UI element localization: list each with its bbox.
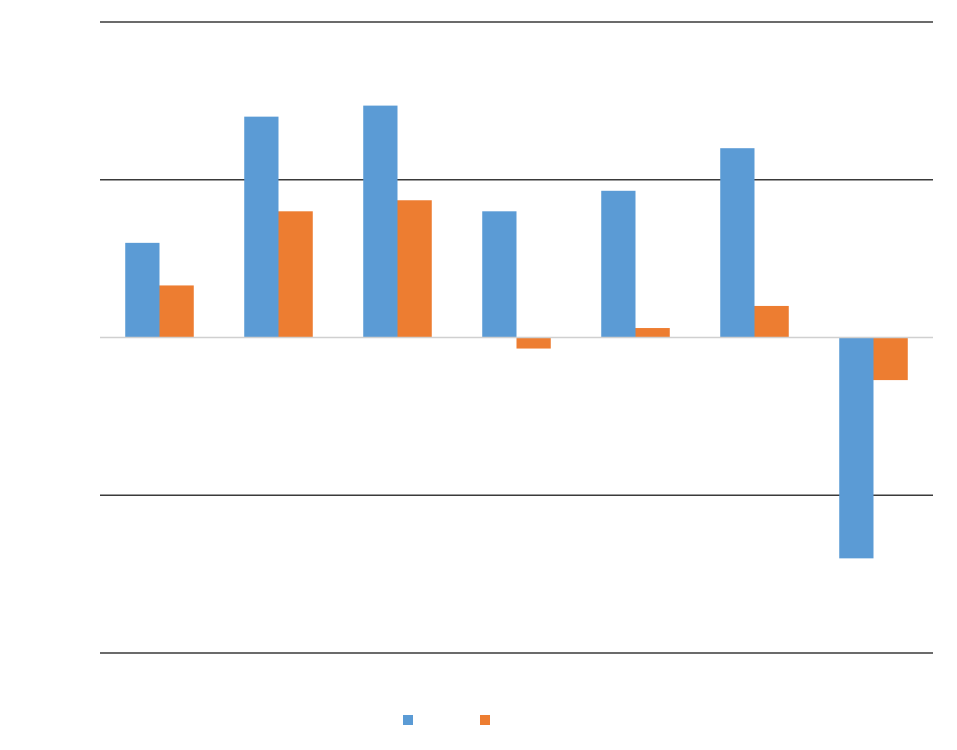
bar-s1-c3 (363, 105, 398, 338)
bar-s2-c1 (159, 285, 194, 338)
bar-s2-c2 (278, 211, 313, 338)
bar-s1-c1 (125, 242, 160, 338)
bars (125, 105, 908, 559)
legend-swatch-2 (480, 715, 490, 725)
bar-s1-c2 (244, 116, 279, 338)
bar-s2-c5 (635, 328, 670, 338)
bar-s1-c4 (482, 211, 517, 338)
bar-s2-c3 (397, 200, 432, 338)
bar-s1-c5 (601, 190, 636, 338)
legend (403, 715, 490, 725)
bar-s2-c6 (754, 305, 789, 338)
bar-s1-c6 (720, 148, 755, 338)
bar-s1-c7 (839, 337, 874, 559)
legend-swatch-1 (403, 715, 413, 725)
gridlines (100, 21, 933, 654)
bar-s2-c7 (873, 337, 908, 381)
bar-s2-c4 (516, 337, 551, 349)
